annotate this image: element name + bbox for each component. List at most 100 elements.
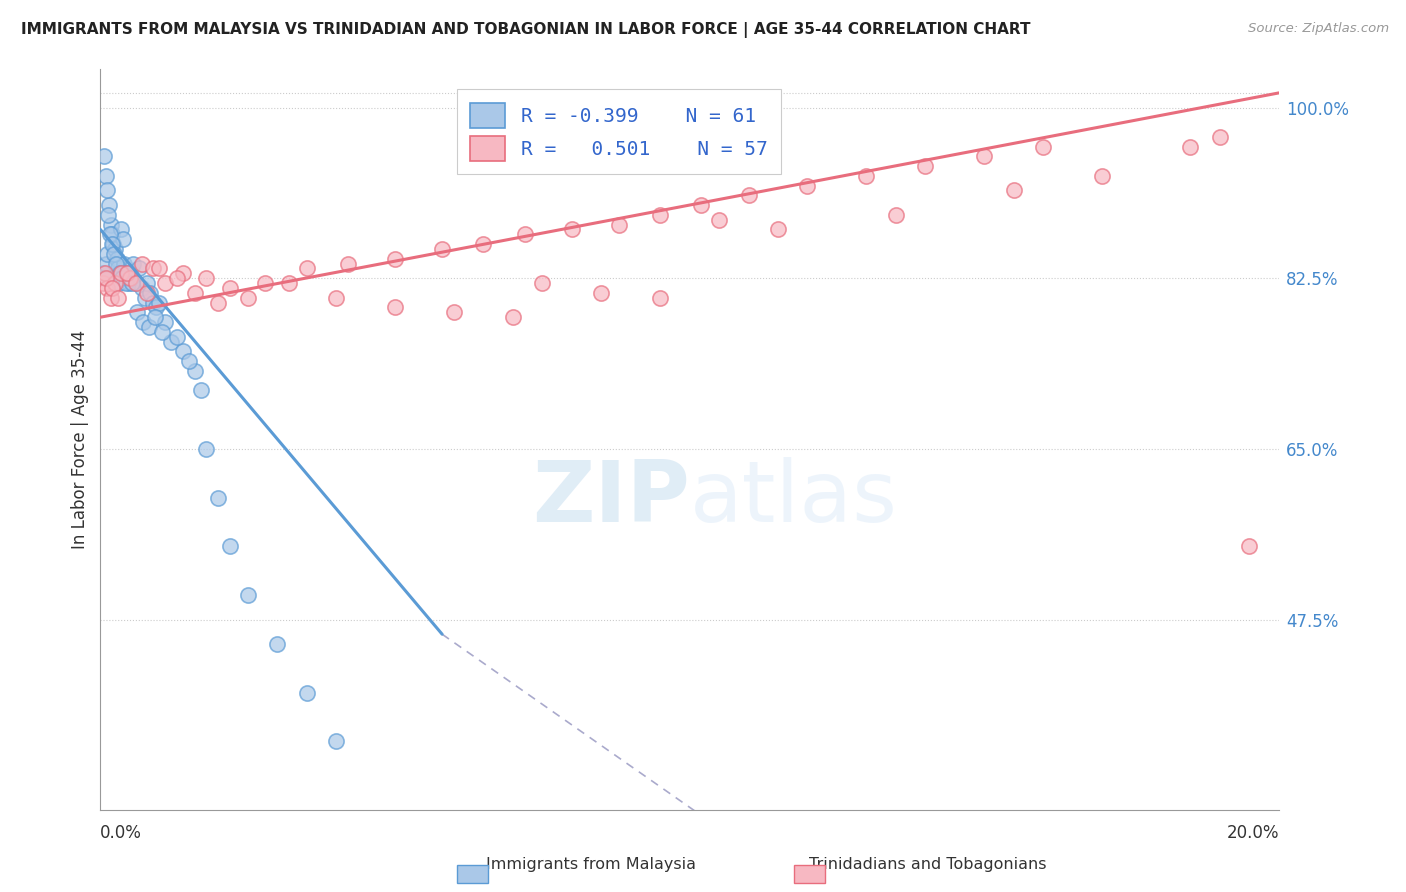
Point bbox=[650, 208, 672, 222]
Point bbox=[111, 271, 134, 285]
Point bbox=[98, 227, 121, 242]
Point bbox=[148, 261, 170, 276]
Point bbox=[136, 276, 159, 290]
Point bbox=[107, 261, 129, 276]
Point bbox=[105, 252, 128, 266]
Point bbox=[973, 149, 995, 163]
Point bbox=[177, 354, 200, 368]
Point bbox=[531, 276, 554, 290]
Text: 0.0%: 0.0% bbox=[100, 824, 142, 842]
Point bbox=[1239, 540, 1261, 554]
Point bbox=[336, 256, 359, 270]
Point bbox=[153, 276, 176, 290]
Point bbox=[108, 266, 131, 280]
Text: 20.0%: 20.0% bbox=[1226, 824, 1279, 842]
Point bbox=[195, 271, 218, 285]
Point bbox=[94, 266, 117, 280]
Point bbox=[107, 291, 129, 305]
Point bbox=[1209, 129, 1232, 144]
Text: IMMIGRANTS FROM MALAYSIA VS TRINIDADIAN AND TOBAGONIAN IN LABOR FORCE | AGE 35-4: IMMIGRANTS FROM MALAYSIA VS TRINIDADIAN … bbox=[21, 22, 1031, 38]
Point bbox=[884, 208, 907, 222]
Point bbox=[114, 266, 136, 280]
Point bbox=[384, 301, 406, 315]
Point bbox=[131, 256, 153, 270]
Point bbox=[105, 256, 128, 270]
Point bbox=[172, 344, 194, 359]
Point bbox=[443, 305, 465, 319]
Point bbox=[207, 295, 229, 310]
Point bbox=[591, 285, 613, 300]
Point bbox=[100, 291, 122, 305]
Point bbox=[384, 252, 406, 266]
Point bbox=[104, 242, 127, 256]
Point bbox=[690, 198, 713, 212]
Point bbox=[166, 330, 188, 344]
Point bbox=[98, 198, 121, 212]
Point bbox=[914, 159, 936, 173]
Point bbox=[145, 301, 167, 315]
Text: ZIP: ZIP bbox=[531, 457, 689, 540]
Point bbox=[607, 218, 630, 232]
Point bbox=[91, 276, 114, 290]
Point bbox=[93, 149, 115, 163]
Point bbox=[430, 242, 453, 256]
Point bbox=[142, 295, 165, 310]
Point bbox=[183, 285, 205, 300]
Point bbox=[118, 271, 141, 285]
Point bbox=[115, 271, 138, 285]
Point bbox=[100, 218, 122, 232]
Text: Trinidadians and Tobagonians: Trinidadians and Tobagonians bbox=[810, 857, 1046, 872]
Point bbox=[325, 291, 347, 305]
Point bbox=[94, 271, 117, 285]
Point bbox=[1091, 169, 1114, 183]
Point bbox=[513, 227, 536, 242]
Point bbox=[125, 276, 148, 290]
Point bbox=[101, 227, 124, 242]
Point bbox=[1180, 139, 1202, 153]
Point bbox=[219, 540, 242, 554]
Point bbox=[150, 325, 173, 339]
Point bbox=[295, 261, 318, 276]
Point bbox=[103, 237, 125, 252]
Point bbox=[766, 222, 789, 236]
Point bbox=[134, 291, 156, 305]
Point bbox=[236, 588, 259, 602]
Point bbox=[195, 442, 218, 456]
Point bbox=[172, 266, 194, 280]
Point bbox=[207, 491, 229, 505]
Point bbox=[136, 285, 159, 300]
Point bbox=[104, 276, 127, 290]
Point bbox=[737, 188, 759, 202]
Point bbox=[1032, 139, 1054, 153]
Point bbox=[1002, 183, 1025, 197]
Point bbox=[115, 266, 138, 280]
Point bbox=[128, 261, 150, 276]
Point bbox=[111, 232, 134, 246]
Point bbox=[117, 266, 139, 280]
Point bbox=[110, 222, 132, 236]
Point bbox=[502, 310, 524, 325]
Point bbox=[94, 169, 117, 183]
Y-axis label: In Labor Force | Age 35-44: In Labor Force | Age 35-44 bbox=[72, 329, 89, 549]
Text: Source: ZipAtlas.com: Source: ZipAtlas.com bbox=[1249, 22, 1389, 36]
Point bbox=[132, 315, 155, 329]
Point bbox=[96, 281, 118, 295]
Point bbox=[125, 305, 148, 319]
Point bbox=[125, 276, 148, 290]
Text: Immigrants from Malaysia: Immigrants from Malaysia bbox=[485, 857, 696, 872]
Point bbox=[166, 271, 188, 285]
Point bbox=[855, 169, 877, 183]
Point bbox=[219, 281, 242, 295]
Point bbox=[561, 222, 583, 236]
Point bbox=[110, 266, 132, 280]
Point bbox=[295, 686, 318, 700]
Point bbox=[121, 256, 143, 270]
Point bbox=[266, 637, 288, 651]
Point bbox=[96, 183, 118, 197]
Point bbox=[277, 276, 299, 290]
Point bbox=[183, 364, 205, 378]
Text: atlas: atlas bbox=[689, 457, 897, 540]
Point bbox=[650, 291, 672, 305]
Point bbox=[112, 256, 135, 270]
Point bbox=[796, 178, 818, 193]
